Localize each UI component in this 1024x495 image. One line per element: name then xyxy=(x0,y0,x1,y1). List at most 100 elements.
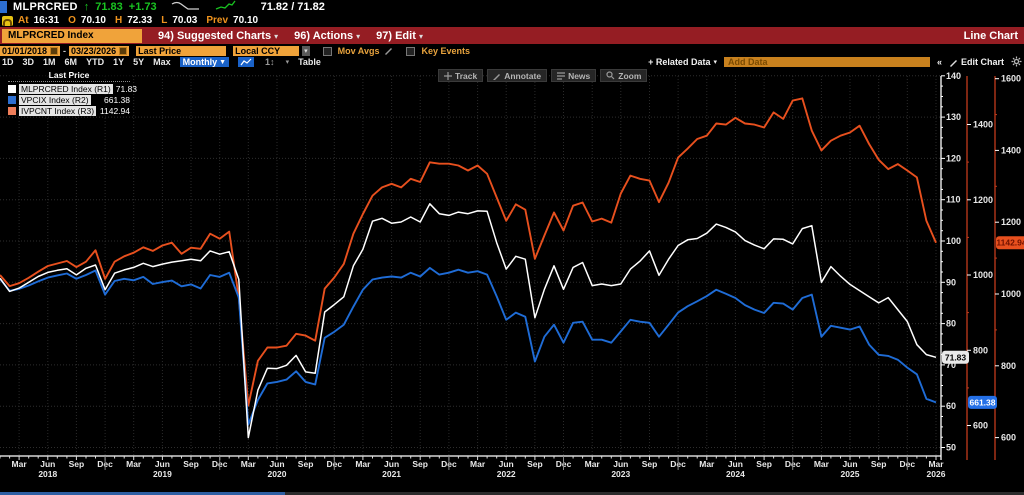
currency-dropdown-icon[interactable]: ▾ xyxy=(302,46,310,56)
series-R2 xyxy=(0,266,937,426)
sparkline-white-icon xyxy=(171,0,201,14)
y-tick-label-R2: 1400 xyxy=(973,120,993,130)
range-3d[interactable]: 3D xyxy=(22,57,35,67)
mov-avgs-checkbox[interactable] xyxy=(322,46,332,56)
feed-status-icon xyxy=(2,15,13,26)
range-1d[interactable]: 1D xyxy=(2,57,14,67)
y-tick-label-R2: 600 xyxy=(973,421,988,431)
y-tick-label-R1: 80 xyxy=(946,319,956,329)
pencil-icon xyxy=(493,73,501,80)
range-5y[interactable]: 5Y xyxy=(133,57,145,67)
low-value: 70.03 xyxy=(172,15,198,26)
series-value: 661.38 xyxy=(104,94,130,105)
x-tick-label: Mar xyxy=(126,459,142,469)
high-value: 72.33 xyxy=(127,15,153,26)
key-events-checkbox[interactable] xyxy=(406,46,416,56)
range-1y[interactable]: 1Y xyxy=(113,57,125,67)
currency-selector[interactable]: Local CCY xyxy=(233,46,300,56)
y-tick-label-R1: 130 xyxy=(946,112,961,122)
menu-suggested-charts[interactable]: 94) Suggested Charts ▾ xyxy=(158,29,279,42)
series-name: VPCIX Index (R2) xyxy=(19,94,91,105)
x-tick-label: Jun xyxy=(842,459,857,469)
x-tick-label: Mar xyxy=(12,459,28,469)
year-label: 2020 xyxy=(268,469,287,479)
edit-chart-button[interactable]: Edit Chart xyxy=(949,57,1004,67)
y-tick-label-R3: 1000 xyxy=(1001,289,1021,299)
prev-value: 70.10 xyxy=(233,15,259,26)
y-tick-label-R3: 800 xyxy=(1001,361,1016,371)
x-tick-label: Mar xyxy=(470,459,486,469)
date-from-field[interactable]: 01/01/2018 xyxy=(0,46,61,56)
range-6m[interactable]: 6M xyxy=(64,57,78,67)
series-R3 xyxy=(0,97,937,407)
menu-actions[interactable]: 96) Actions ▾ xyxy=(294,29,361,42)
calendar-icon[interactable] xyxy=(50,47,59,55)
chart-settings-gear-icon[interactable] xyxy=(1011,56,1022,69)
ticker-symbol: MLPRCRED xyxy=(13,1,78,13)
field-selector[interactable]: Last Price xyxy=(136,46,227,56)
annotate-button[interactable]: Annotate xyxy=(487,69,548,82)
line-chart-type-icon[interactable] xyxy=(238,57,255,67)
chart-tools: Track Annotate News Zoom xyxy=(438,69,648,82)
security-field[interactable]: MLPRCRED Index xyxy=(2,28,142,43)
series-R1 xyxy=(0,203,937,439)
last-price-bubble-R1 xyxy=(942,350,969,364)
legend-row-vpcix[interactable]: VPCIX Index (R2) 661.38 xyxy=(8,94,130,105)
date-to-field[interactable]: 03/23/2026 xyxy=(69,46,130,56)
mov-avgs-label[interactable]: Mov Avgs xyxy=(337,46,380,56)
y-tick-label-R1: 70 xyxy=(946,360,956,370)
chart-settings-bar: 01/01/2018 - 03/23/2026 Last Price Local… xyxy=(0,44,1024,57)
prev-label: Prev xyxy=(206,15,229,26)
range-ytd[interactable]: YTD xyxy=(86,57,105,67)
series-swatch xyxy=(8,95,16,104)
x-tick-label: Mar xyxy=(355,459,371,469)
series-value: 1142.94 xyxy=(99,105,130,116)
chart-type-dropdown-icon[interactable]: ▾ xyxy=(285,59,290,66)
news-icon xyxy=(557,71,566,80)
calendar-icon[interactable] xyxy=(119,47,128,55)
y-tick-label-R3: 1600 xyxy=(1001,74,1021,84)
active-security-marker xyxy=(0,1,7,13)
date-range-separator: - xyxy=(63,46,67,56)
series-swatch xyxy=(8,84,16,93)
menu-edit[interactable]: 97) Edit ▾ xyxy=(376,29,423,42)
range-1m[interactable]: 1M xyxy=(43,57,56,67)
zoom-button[interactable]: Zoom xyxy=(600,69,648,82)
legend-row-mlprcred[interactable]: MLPRCRED Index (R1) 71.83 xyxy=(8,83,137,94)
last-price-bubble-text-R3: 1142.94 xyxy=(996,238,1024,248)
x-tick-label: Sep xyxy=(871,459,887,469)
function-name: Line Chart xyxy=(963,29,1018,42)
normalize-icon[interactable]: 1↕ xyxy=(265,57,275,67)
chart-area[interactable]: Last Price MLPRCRED Index (R1) 71.83 VPC… xyxy=(0,67,1024,495)
x-tick-label: Jun xyxy=(155,459,170,469)
at-label: At xyxy=(18,15,29,26)
year-label: 2024 xyxy=(726,469,745,479)
up-arrow-icon: ↑ xyxy=(83,1,90,13)
key-events-label[interactable]: Key Events xyxy=(421,46,470,56)
range-max[interactable]: Max xyxy=(153,57,171,67)
track-button[interactable]: Track xyxy=(438,69,484,82)
y-tick-label-R1: 120 xyxy=(946,153,961,163)
x-tick-label: Mar xyxy=(241,459,257,469)
news-button[interactable]: News xyxy=(551,69,597,82)
period-toolbar: 1D 3D 1M 6M YTD 1Y 5Y Max Monthly ▼ 1↕ ▾ … xyxy=(0,56,1024,69)
x-tick-label: Sep xyxy=(183,459,199,469)
legend-header: Last Price xyxy=(8,70,130,82)
add-data-input[interactable]: Add Data xyxy=(723,57,930,67)
crosshair-icon xyxy=(444,71,452,80)
mov-avgs-edit-icon[interactable] xyxy=(384,46,393,57)
table-button[interactable]: Table xyxy=(298,57,321,67)
y-tick-label-R1: 60 xyxy=(946,401,956,411)
y-tick-label-R3: 1400 xyxy=(1001,145,1021,155)
pencil-icon xyxy=(949,59,957,67)
related-data-button[interactable]: + Related Data ▾ xyxy=(648,57,717,67)
last-price-bubble-text-R2: 661.38 xyxy=(970,397,996,407)
x-tick-label: Jun xyxy=(728,459,743,469)
series-swatch xyxy=(8,106,16,115)
legend-row-ivpcnt[interactable]: IVPCNT Index (R3) 1142.94 xyxy=(8,105,130,116)
bid-ask: 71.82 / 71.82 xyxy=(260,1,325,13)
year-label: 2022 xyxy=(497,469,516,479)
collapse-button[interactable]: « xyxy=(936,57,942,67)
frequency-dropdown[interactable]: Monthly ▼ xyxy=(179,57,230,67)
